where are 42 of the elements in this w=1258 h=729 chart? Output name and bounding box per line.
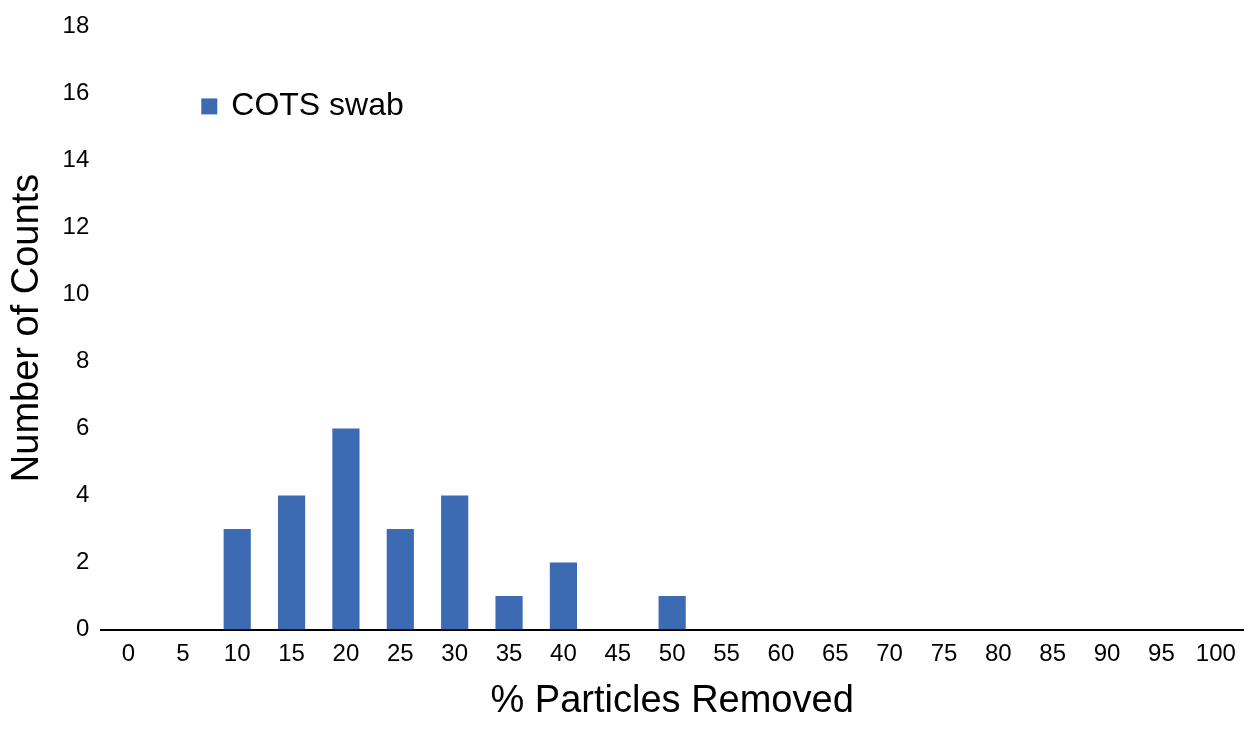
x-tick-label: 5 [176,638,190,666]
x-tick-label: 0 [121,638,136,666]
x-tick-label: 60 [767,638,795,666]
x-tick-label: 50 [658,638,686,666]
x-tick-label: 100 [1195,638,1236,666]
y-tick-label: 0 [75,614,90,642]
bar [277,495,306,630]
bar [386,529,414,630]
x-tick-label: 45 [604,638,632,666]
x-tick-label: 15 [278,638,305,666]
x-tick-label: 80 [985,638,1012,666]
bar [441,495,469,630]
legend-label: COTS swab [231,86,404,123]
x-tick-label: 90 [1093,638,1121,666]
x-tick-label: 95 [1148,638,1175,666]
x-tick-label: 70 [876,638,903,666]
bar [223,529,251,630]
x-tick-label: 65 [821,638,849,666]
x-tick-label: 30 [441,638,469,666]
bar [658,596,686,630]
bar [495,596,523,630]
y-tick-label: 12 [62,212,90,240]
y-tick-label: 14 [62,145,90,173]
y-tick-label: 16 [62,78,90,106]
y-tick-label: 4 [75,480,90,508]
x-tick-label: 20 [332,638,360,666]
y-tick-label: 18 [62,11,90,39]
y-tick-label: 6 [75,413,90,441]
y-tick-label: 2 [75,547,90,575]
x-axis-title: % Particles Removed [490,677,854,720]
x-tick-label: 35 [495,638,523,666]
bar [549,562,578,630]
x-tick-label: 40 [550,638,577,666]
y-axis-title: Number of Counts [4,173,47,483]
y-tick-label: 8 [75,346,90,374]
x-tick-label: 25 [386,638,414,666]
x-tick-label: 10 [223,638,251,666]
y-tick-label: 10 [62,279,90,307]
x-tick-label: 85 [1039,638,1067,666]
x-tick-label: 75 [930,638,958,666]
bar [332,428,360,630]
x-tick-label: 55 [713,638,740,666]
